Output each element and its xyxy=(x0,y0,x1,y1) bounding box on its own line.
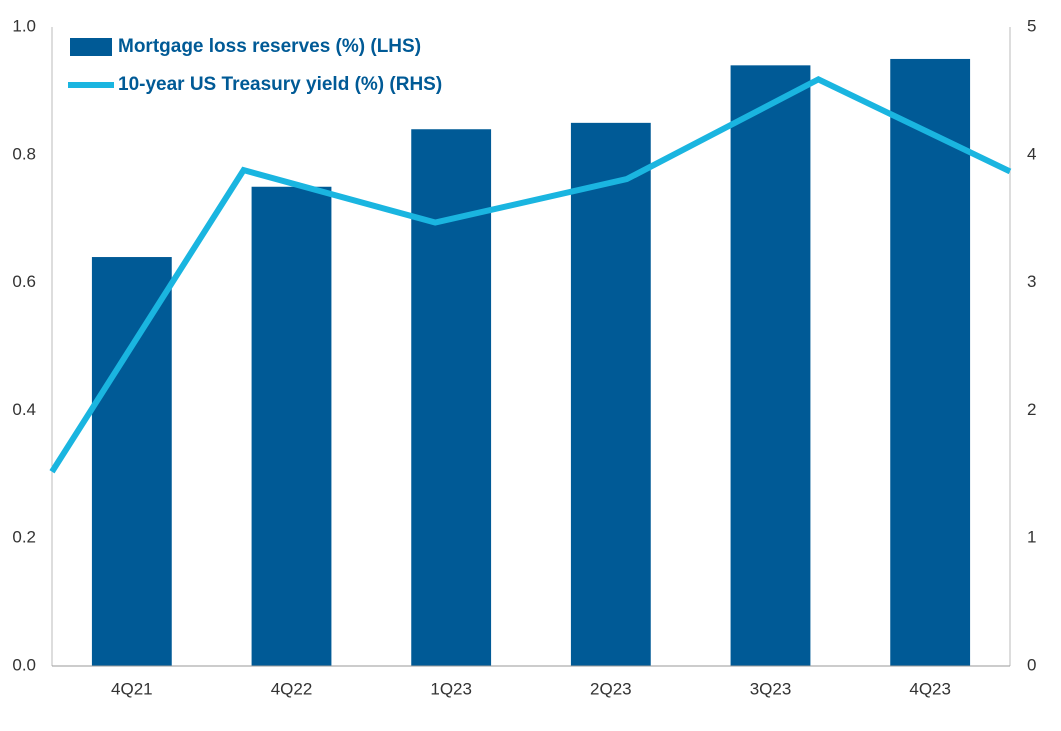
x-tick-label: 4Q23 xyxy=(909,679,951,698)
y-tick-label: 0.2 xyxy=(12,528,36,547)
bar xyxy=(730,65,811,667)
legend-label: Mortgage loss reserves (%) (LHS) xyxy=(118,36,421,57)
x-tick-label: 4Q21 xyxy=(111,679,153,698)
y2-tick-label: 0 xyxy=(1027,655,1036,674)
x-tick-label: 3Q23 xyxy=(750,679,792,698)
y-tick-label: 0.0 xyxy=(12,655,36,674)
y-tick-label: 1.0 xyxy=(12,16,36,35)
y2-tick-label: 5 xyxy=(1027,16,1036,35)
legend-swatch xyxy=(70,38,112,56)
y2-tick-label: 3 xyxy=(1027,272,1036,291)
y-tick-label: 0.4 xyxy=(12,400,36,419)
bar xyxy=(91,257,172,666)
y-tick-label: 0.8 xyxy=(12,144,36,163)
y2-tick-label: 4 xyxy=(1027,144,1036,163)
y2-tick-label: 1 xyxy=(1027,528,1036,547)
x-tick-label: 4Q22 xyxy=(271,679,313,698)
bar xyxy=(890,58,971,666)
y2-tick-label: 2 xyxy=(1027,400,1036,419)
bar xyxy=(251,186,332,666)
x-tick-label: 2Q23 xyxy=(590,679,632,698)
legend-label: 10-year US Treasury yield (%) (RHS) xyxy=(118,74,442,95)
bar xyxy=(570,122,651,667)
y-tick-label: 0.6 xyxy=(12,272,36,291)
line xyxy=(49,76,1012,474)
x-tick-label: 1Q23 xyxy=(430,679,472,698)
